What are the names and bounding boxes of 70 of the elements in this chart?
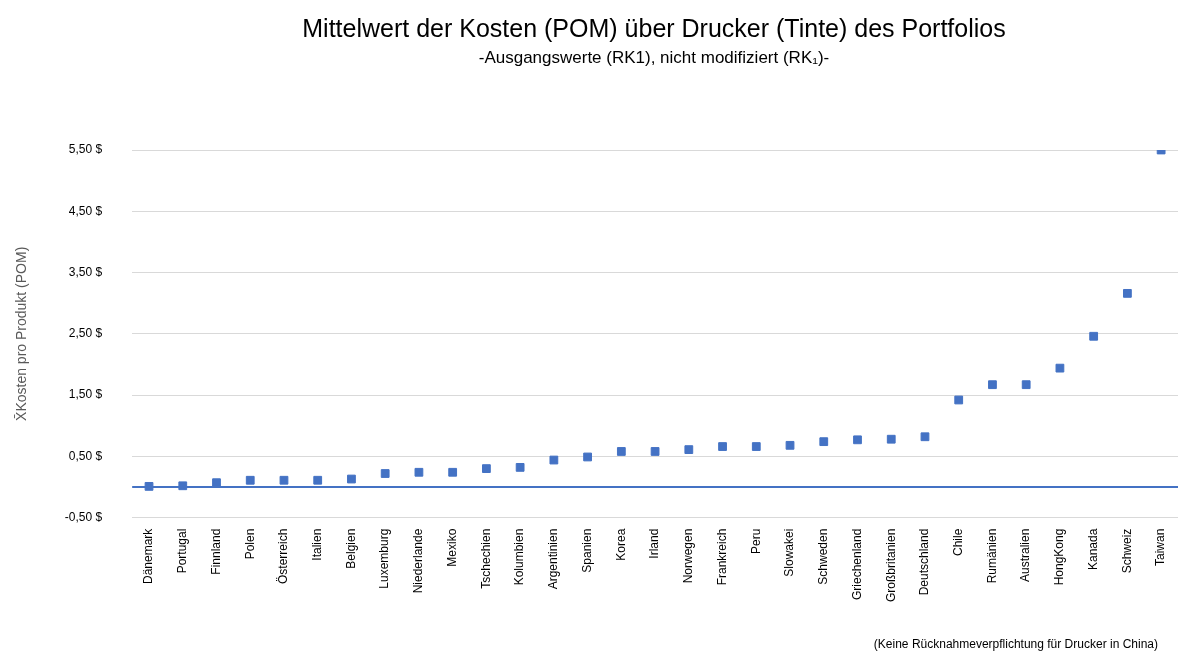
point xyxy=(144,482,154,491)
point xyxy=(819,437,829,447)
x-tick-label: Italien xyxy=(310,528,325,561)
point xyxy=(380,469,390,478)
x-tick-label: Slowakei xyxy=(782,528,797,577)
x-tick-label: HongKong xyxy=(1052,528,1067,586)
point xyxy=(515,463,525,472)
x-tick-label: Mexiko xyxy=(444,528,459,567)
x-tick-label: Australien xyxy=(1018,528,1033,583)
x-tick-label: Schweden xyxy=(816,528,831,585)
x-tick-label: Portugal xyxy=(175,528,190,574)
point xyxy=(1089,331,1099,341)
x-tick-label: Kolumbien xyxy=(512,528,527,586)
point xyxy=(920,432,930,442)
point xyxy=(751,442,761,451)
x-tick-label: Tschechien xyxy=(478,528,493,589)
point xyxy=(347,474,356,484)
point xyxy=(718,442,727,451)
x-tick-label: Polen xyxy=(242,528,257,560)
point xyxy=(414,467,424,477)
x-tick-label: Peru xyxy=(748,528,763,554)
text: (Keine Rücknahmeverpflichtung für Drucker in China) xyxy=(873,637,1158,651)
point xyxy=(313,475,323,485)
point xyxy=(1021,380,1031,390)
point xyxy=(549,455,559,465)
x-tick-label: Großbritanien xyxy=(883,528,898,603)
x-tick-label: Schweiz xyxy=(1119,528,1134,574)
x-tick-label: Argentinien xyxy=(546,528,561,590)
point xyxy=(988,380,997,390)
chart-subtitle: -Ausgangswerte (RK1), nicht modifiziert (RK₁)- xyxy=(477,48,831,68)
y-tick-label: 4,50 $ xyxy=(68,203,103,218)
x-tick-label: Taiwan xyxy=(1153,528,1168,566)
chart-title: Mittelwert der Kosten (POM) über Drucker (Tinte) des Portfolios xyxy=(301,14,1007,43)
y-tick-label: 0,50 $ xyxy=(68,448,103,463)
x-tick-label: Deutschland xyxy=(917,528,932,596)
point xyxy=(886,434,896,444)
point xyxy=(279,475,289,485)
point xyxy=(650,447,660,456)
point xyxy=(448,467,458,477)
x-tick-label: Dänemark xyxy=(141,527,156,584)
x-tick-label: Griechenland xyxy=(849,528,864,601)
x-tick-label: Kanada xyxy=(1085,528,1100,571)
x-tick-label: Norwegen xyxy=(681,528,696,584)
point xyxy=(1123,288,1132,298)
y-axis-title: X̄Kosten pro Produkt (POM) xyxy=(13,246,30,421)
x-tick-label: Irland xyxy=(647,528,662,559)
x-tick-label: Korea xyxy=(613,528,628,561)
x-tick-label: Chile xyxy=(951,528,966,556)
x-tick-label: Luxemburg xyxy=(377,528,392,589)
point xyxy=(954,395,964,405)
point xyxy=(245,475,255,485)
point xyxy=(785,440,795,450)
x-tick-label: Frankreich xyxy=(714,528,729,586)
point xyxy=(684,445,694,455)
x-tick-label: Rumänien xyxy=(984,528,999,584)
y-tick-label: 5,50 $ xyxy=(68,142,103,157)
y-tick-label: -0,50 $ xyxy=(64,509,103,524)
point xyxy=(1055,363,1065,373)
x-tick-label: Spanien xyxy=(579,528,594,573)
x-tick-label: Finnland xyxy=(208,528,223,575)
y-tick-label: 3,50 $ xyxy=(68,264,103,279)
point xyxy=(482,464,491,474)
x-tick-label: Niederlande xyxy=(411,528,426,594)
y-tick-label: 1,50 $ xyxy=(68,387,103,402)
y-tick-label: 2,50 $ xyxy=(68,326,103,341)
x-tick-label: Österreich xyxy=(276,528,291,584)
point xyxy=(583,452,592,462)
x-tick-label: Belgien xyxy=(343,528,358,569)
point xyxy=(616,447,626,456)
point xyxy=(853,435,862,445)
